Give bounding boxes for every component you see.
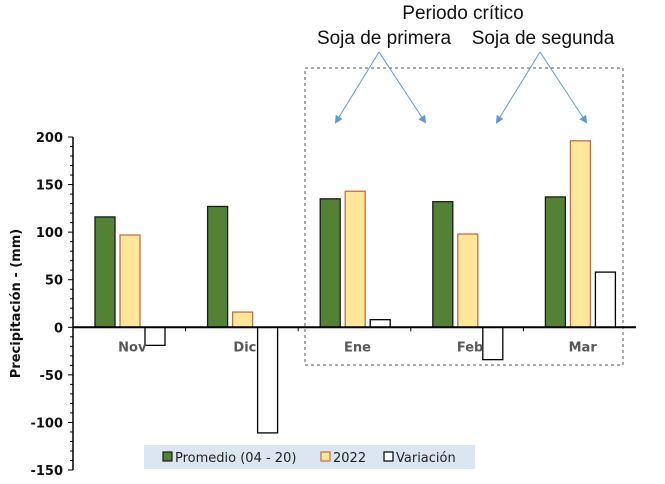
- bar-variaci-n-nov: [144, 326, 166, 347]
- bar-2022-feb: [457, 233, 479, 328]
- arrow-1: [378, 51, 427, 124]
- bar-2022-ene: [344, 190, 366, 328]
- bar-promedio-04-20--feb: [432, 201, 454, 328]
- bar-promedio-04-20--nov: [94, 216, 116, 328]
- bar-variaci-n-feb: [482, 326, 504, 361]
- annotation-soja-primera: Soja de primera: [317, 28, 452, 49]
- annotation-soja-segunda: Soja de segunda: [472, 28, 615, 49]
- y-tick-label: 200: [36, 131, 63, 146]
- y-axis-label: Precipitación - (mm): [9, 229, 24, 378]
- bar-promedio-04-20--ene: [319, 198, 341, 328]
- annotation-header: Periodo crítico: [402, 3, 523, 24]
- legend-label-2: Variación: [396, 451, 456, 466]
- x-tick-label-nov: Nov: [118, 340, 147, 355]
- x-tick-label-dic: Dic: [233, 340, 256, 355]
- bar-promedio-04-20--dic: [206, 205, 229, 328]
- arrow-0: [334, 51, 380, 124]
- arrow-2: [495, 51, 541, 124]
- legend-swatch-2: [383, 451, 394, 462]
- bar-2022-nov: [119, 234, 141, 328]
- y-tick-label: 100: [36, 226, 63, 241]
- critical-period-box: [304, 67, 624, 366]
- x-tick-label-mar: Mar: [569, 340, 598, 355]
- y-tick-label: -100: [30, 416, 63, 431]
- bar-2022-dic: [231, 311, 254, 328]
- x-tick-label-feb: Feb: [457, 340, 483, 355]
- legend-swatch-0: [162, 451, 173, 462]
- y-tick-label: 150: [36, 179, 63, 194]
- arrow-3: [539, 51, 588, 124]
- legend-box: [144, 445, 475, 469]
- bar-promedio-04-20--mar: [544, 196, 567, 328]
- bar-variaci-n-mar: [594, 271, 617, 328]
- y-tick-label: 50: [45, 274, 63, 289]
- legend-label-0: Promedio (04 - 20): [175, 451, 296, 466]
- bar-2022-mar: [569, 140, 592, 328]
- y-tick-label: -150: [30, 464, 63, 479]
- y-tick-label: 0: [54, 321, 63, 336]
- bar-variaci-n-dic: [256, 326, 279, 434]
- legend-label-1: 2022: [333, 451, 366, 466]
- y-tick-label: -50: [40, 369, 64, 384]
- bar-variaci-n-ene: [369, 319, 391, 328]
- x-tick-label-ene: Ene: [344, 340, 371, 355]
- legend-swatch-1: [320, 451, 331, 462]
